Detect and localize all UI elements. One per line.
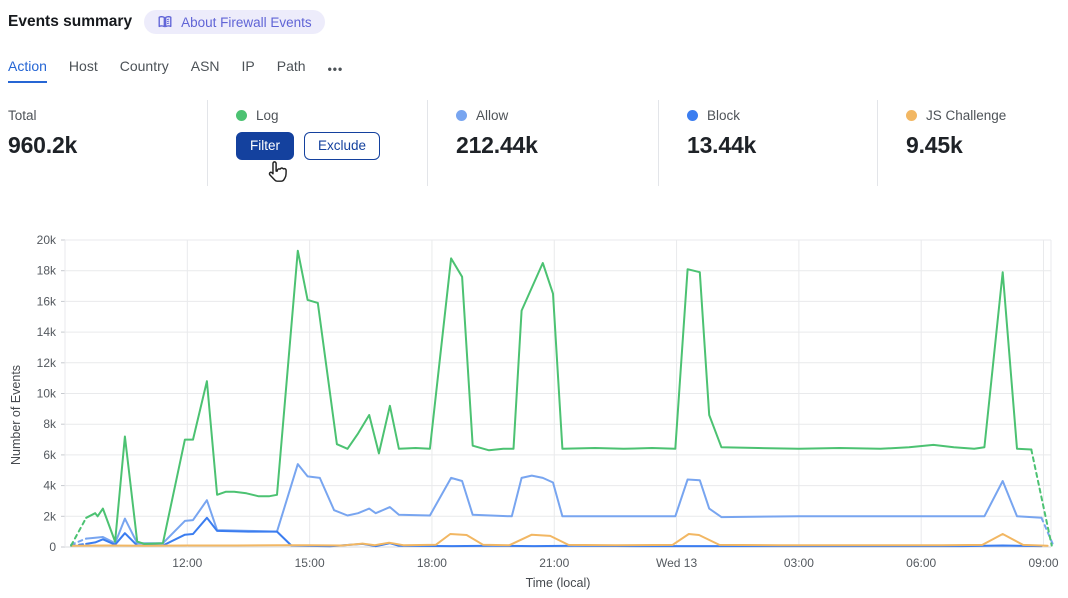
- tab-asn[interactable]: ASN: [190, 58, 220, 74]
- tab-host[interactable]: Host: [68, 58, 98, 74]
- about-firewall-events-link[interactable]: About Firewall Events: [144, 10, 325, 34]
- y-tick-label: 14k: [37, 325, 57, 339]
- stat-allow-value: 212.44k: [456, 132, 538, 158]
- y-tick-label: 8k: [43, 417, 57, 431]
- stat-js-challenge-value: 9.45k: [906, 132, 963, 158]
- page-title: Events summary: [8, 13, 133, 30]
- x-tick-label: 03:00: [784, 556, 814, 570]
- tab-path[interactable]: Path: [276, 58, 306, 74]
- x-tick-label: 12:00: [172, 556, 202, 570]
- stat-log-label: Log: [256, 108, 279, 123]
- y-tick-label: 10k: [37, 387, 57, 401]
- header: Events summary About Firewall Events: [8, 10, 325, 34]
- stat-allow: Allow 212.44k: [427, 100, 658, 186]
- events-chart: Number of Events 0 2k 4k 6k 8k 10k 12k 14k 16k 18…: [0, 225, 1068, 598]
- log-line-tail-dash: [1030, 448, 1053, 547]
- tab-country[interactable]: Country: [119, 58, 169, 74]
- log-legend-dot: [236, 110, 247, 121]
- stat-js-challenge: JS Challenge 9.45k: [877, 100, 1068, 186]
- y-tick-label: 4k: [43, 479, 57, 493]
- about-firewall-events-label: About Firewall Events: [181, 14, 312, 30]
- allow-line: [85, 463, 1043, 545]
- stat-js-challenge-label: JS Challenge: [926, 108, 1007, 123]
- stat-log: Log Filter Exclude: [207, 100, 427, 186]
- events-time-series-chart: 0 2k 4k 6k 8k 10k 12k 14k 16k 18k 20k 12:00 15:00 18:…: [37, 233, 1059, 570]
- y-tick-label: 0: [49, 540, 56, 554]
- x-tick-label: 15:00: [295, 556, 325, 570]
- stat-allow-label: Allow: [476, 108, 509, 123]
- tab-action[interactable]: Action: [8, 58, 47, 83]
- book-icon: [158, 16, 172, 28]
- x-tick-label: 06:00: [906, 556, 936, 570]
- tab-ip[interactable]: IP: [241, 58, 255, 74]
- allow-line-lead-dash: [70, 537, 88, 546]
- allow-legend-dot: [456, 110, 467, 121]
- stats-row: Total 960.2k Log Filter Exclude Allow 21…: [0, 100, 1068, 186]
- x-tick-label: 09:00: [1028, 556, 1058, 570]
- stat-block: Block 13.44k: [658, 100, 877, 186]
- tabs-more-button[interactable]: •••: [327, 61, 344, 76]
- exclude-button[interactable]: Exclude: [304, 132, 381, 161]
- stat-block-label: Block: [707, 108, 741, 123]
- x-tick-label: 21:00: [539, 556, 569, 570]
- y-tick-label: 18k: [37, 264, 57, 278]
- y-tick-label: 2k: [43, 509, 57, 523]
- stat-total: Total 960.2k: [0, 100, 207, 186]
- y-tick-label: 12k: [37, 356, 57, 370]
- y-tick-label: 6k: [43, 448, 57, 462]
- stat-total-value: 960.2k: [8, 132, 78, 158]
- filter-button[interactable]: Filter: [236, 132, 294, 161]
- x-tick-label: 18:00: [417, 556, 447, 570]
- allow-line-tail-dash: [1040, 516, 1055, 548]
- y-axis-title: Number of Events: [9, 364, 23, 466]
- stat-block-value: 13.44k: [687, 132, 757, 158]
- log-line-lead-dash: [70, 516, 88, 547]
- block-legend-dot: [687, 110, 698, 121]
- x-axis-title: Time (local): [525, 576, 591, 590]
- y-tick-label: 20k: [37, 233, 57, 247]
- x-tick-label: Wed 13: [656, 556, 697, 570]
- js-challenge-line: [70, 533, 1049, 547]
- dimension-tabs: Action Host Country ASN IP Path •••: [8, 58, 343, 83]
- js-challenge-legend-dot: [906, 110, 917, 121]
- stat-total-label: Total: [8, 108, 37, 123]
- log-line: [85, 249, 1033, 545]
- y-tick-label: 16k: [37, 294, 57, 308]
